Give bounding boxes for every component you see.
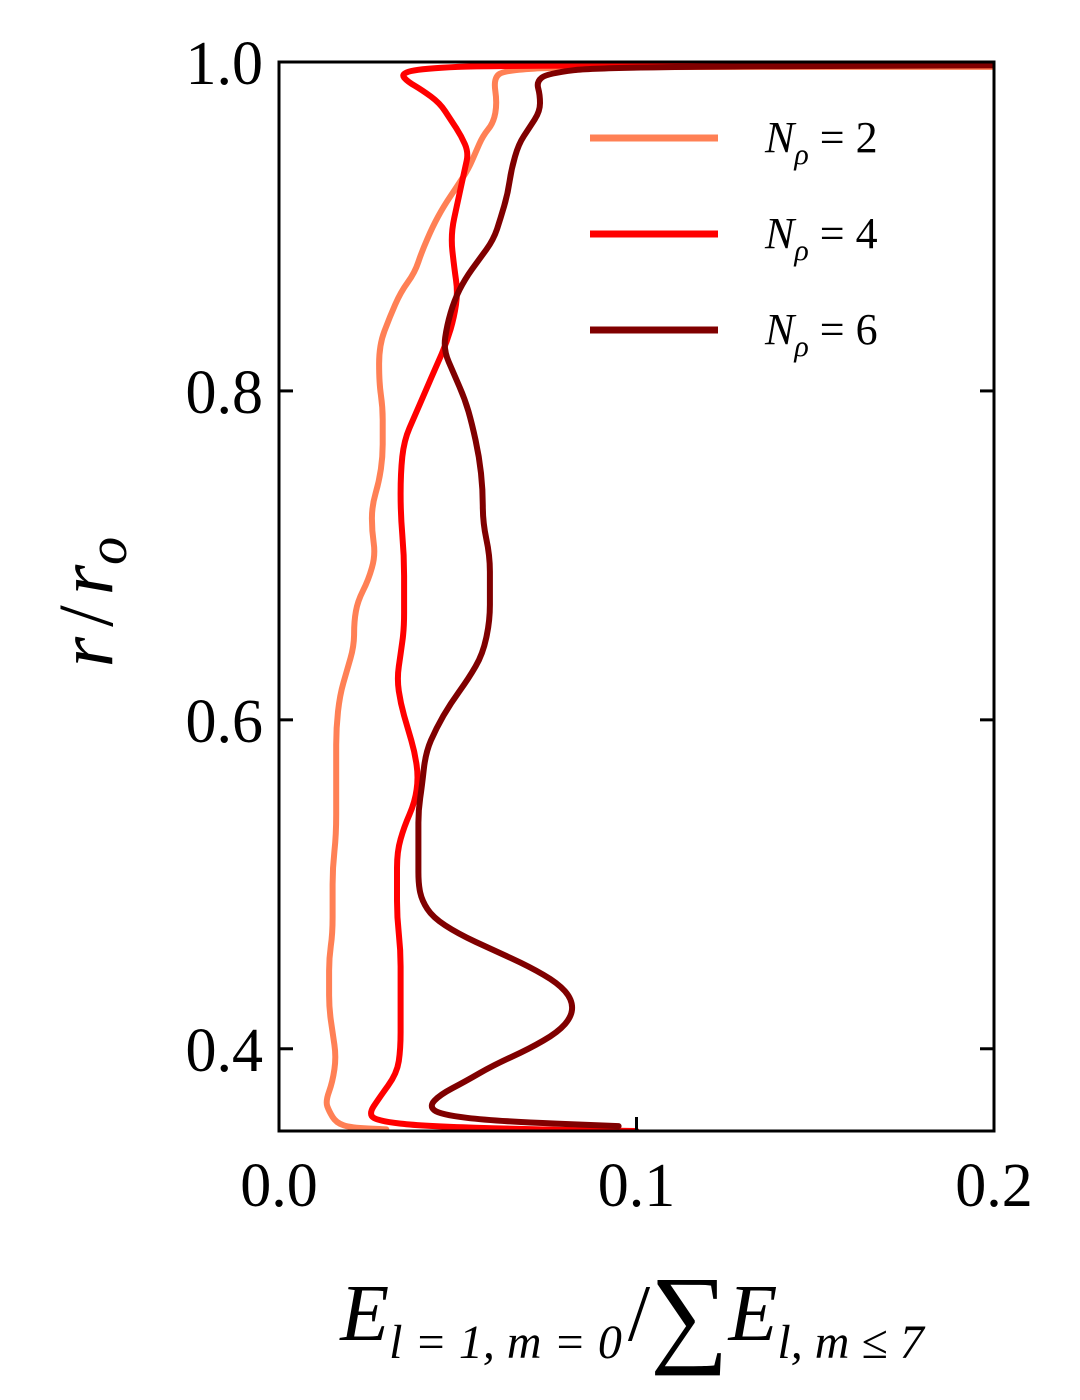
y-axis-label-sub: o [77, 537, 139, 565]
y-tick-label-2: 0.8 [186, 359, 264, 427]
series-line-1 [323, 63, 994, 1131]
x-axis-label-slash: / [628, 1270, 651, 1358]
x-axis-label-sub2: l, m ≤ 7 [777, 1316, 925, 1369]
x-tick-label-0: 0.0 [240, 1152, 318, 1220]
y-axis-label-slash: / [42, 605, 129, 627]
x-axis-label-E2: E [728, 1270, 778, 1358]
y-axis-label-r: r [42, 636, 129, 667]
x-axis-label-sum: ∑ [650, 1254, 728, 1376]
legend: Nρ = 2 Nρ = 4 Nρ = 6 [590, 113, 878, 363]
y-tick-label-0: 0.4 [186, 1017, 264, 1085]
x-axis-label-sub: l = 1, m = 0 [389, 1316, 622, 1369]
y-axis-label: r/ro [42, 537, 139, 667]
legend-label-1: Nρ = 2 [764, 113, 878, 171]
series-layer [323, 62, 994, 1131]
x-tick-label-1: 0.1 [598, 1152, 676, 1220]
y-tick-label-1: 0.6 [186, 688, 264, 756]
x-axis-label-E: E [339, 1270, 389, 1358]
plot-frame [277, 60, 996, 1133]
x-tick-label-2: 0.2 [955, 1152, 1033, 1220]
y-axis-label-r2: r [42, 564, 129, 595]
series-line-2 [368, 62, 994, 1131]
legend-label-2: Nρ = 4 [764, 209, 878, 267]
x-axis-label: El = 1, m = 0/∑El, m ≤ 7 [339, 1254, 926, 1376]
y-tick-label-3: 1.0 [186, 30, 264, 98]
series-line-3 [415, 62, 994, 1130]
ticks-layer: 0.0 0.1 0.2 0.4 0.6 0.8 1.0 [186, 30, 1033, 1220]
legend-label-3: Nρ = 6 [764, 305, 878, 363]
